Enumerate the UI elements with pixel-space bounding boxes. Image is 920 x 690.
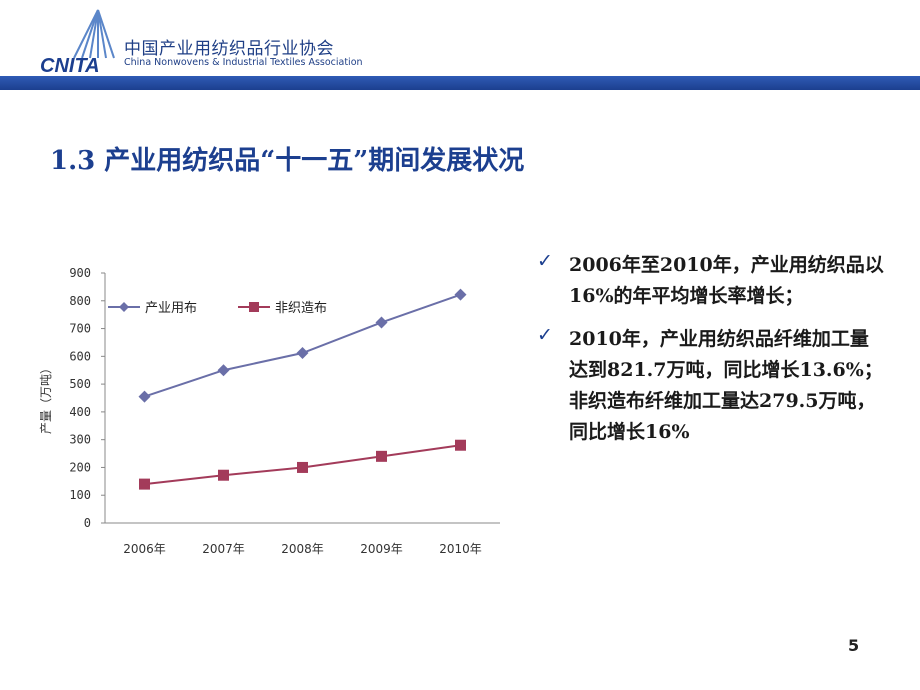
data-point — [375, 316, 388, 329]
y-tick-label: 900 — [69, 266, 91, 280]
org-name-en: China Nonwovens & Industrial Textiles As… — [124, 57, 363, 68]
bullet-text: 2006年至2010年，产业用纺织品以16%的年平均增长率增长； — [569, 254, 884, 307]
org-name-cn: 中国产业用纺织品行业协会 — [124, 39, 334, 59]
slide-header: CNITA 中国产业用纺织品行业协会 China Nonwovens & Ind… — [0, 0, 920, 90]
y-tick-label: 400 — [69, 405, 91, 419]
legend-marker — [249, 302, 259, 312]
data-point — [455, 439, 466, 451]
y-tick-label: 600 — [69, 349, 91, 363]
cnita-logo-icon: CNITA — [40, 9, 115, 74]
y-tick-label: 800 — [69, 294, 91, 308]
data-point — [376, 450, 387, 462]
x-tick-label: 2007年 — [202, 542, 245, 556]
logo-text: CNITA — [40, 55, 100, 74]
data-point — [454, 288, 467, 301]
check-icon: ✓ — [537, 324, 553, 346]
x-tick-label: 2009年 — [360, 542, 403, 556]
legend-label: 产业用布 — [145, 301, 197, 316]
bullet-text: 2010年，产业用纺织品纤维加工量达到821.7万吨，同比增长13.6%；非织造… — [569, 328, 883, 443]
data-point — [296, 347, 309, 359]
bullet-list: ✓ 2006年至2010年，产业用纺织品以16%的年平均增长率增长； ✓ 201… — [537, 250, 887, 460]
data-point — [138, 390, 151, 403]
bullet-item: ✓ 2010年，产业用纺织品纤维加工量达到821.7万吨，同比增长13.6%；非… — [537, 324, 887, 448]
data-point — [297, 461, 308, 473]
production-line-chart: 0 100 200 300 400 500 600 700 800 900 2006年 2007年 20… — [39, 266, 500, 556]
y-tick-label: 0 — [84, 516, 91, 530]
y-tick-label: 500 — [69, 377, 91, 391]
y-tick-label: 700 — [69, 322, 91, 336]
check-icon: ✓ — [537, 250, 553, 272]
header-bar — [0, 76, 920, 90]
data-point — [139, 478, 150, 490]
x-tick-label: 2010年 — [439, 542, 482, 556]
data-point — [217, 364, 230, 377]
y-tick-label: 200 — [69, 460, 91, 474]
legend-label: 非织造布 — [275, 301, 327, 316]
y-axis-label: 产量（万吨） — [39, 362, 53, 434]
y-tick-label: 300 — [69, 433, 91, 447]
legend-marker — [119, 302, 129, 312]
x-tick-label: 2006年 — [123, 542, 166, 556]
page-number: 5 — [848, 636, 860, 655]
slide-title: 1.3 产业用纺织品“十一五”期间发展状况 — [50, 146, 525, 176]
data-point — [218, 469, 229, 481]
y-tick-label: 100 — [69, 488, 91, 502]
x-tick-label: 2008年 — [281, 542, 324, 556]
bullet-item: ✓ 2006年至2010年，产业用纺织品以16%的年平均增长率增长； — [537, 250, 887, 312]
